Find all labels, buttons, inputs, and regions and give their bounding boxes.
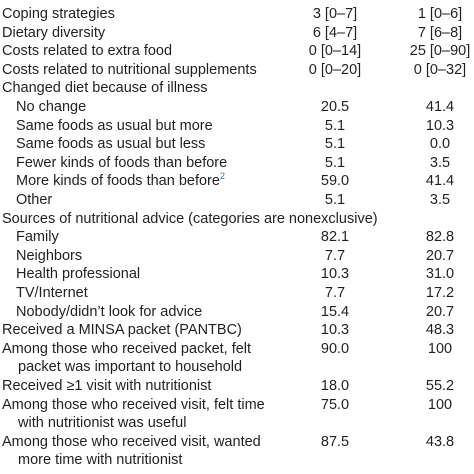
value-cell: 0 [0–14] bbox=[308, 43, 362, 60]
value-cell: 100 bbox=[427, 340, 453, 357]
row-label: Costs related to nutritional supplements bbox=[2, 61, 257, 78]
row-label: with nutritionist was useful bbox=[18, 415, 187, 432]
value-cell: 55.2 bbox=[425, 378, 455, 394]
value-cell: 5.1 bbox=[324, 117, 346, 134]
row-label: Changed diet because of illness bbox=[2, 80, 208, 97]
value-cell: 41.4 bbox=[425, 99, 455, 115]
value-cell: 20.5 bbox=[320, 99, 350, 115]
row-label: Received a MINSA packet (PANTBC) bbox=[2, 322, 242, 339]
value-cell: 10.3 bbox=[320, 322, 350, 339]
value-cell: 1 [0–6] bbox=[417, 6, 463, 22]
value-cell: 0 [0–20] bbox=[308, 61, 362, 78]
value-cell: 41.4 bbox=[425, 173, 455, 190]
row-label: packet was important to household bbox=[18, 359, 243, 376]
row-label: Other bbox=[16, 192, 53, 208]
row-label: Costs related to extra food bbox=[2, 43, 173, 60]
value-cell: 7.7 bbox=[324, 285, 346, 301]
row-label: Sources of nutritional advice (categorie… bbox=[2, 210, 378, 227]
value-cell: 17.2 bbox=[425, 285, 455, 301]
value-cell: 5.1 bbox=[324, 154, 346, 171]
row-label: More kinds of foods than before2 bbox=[16, 171, 225, 190]
value-cell: 31.0 bbox=[425, 266, 455, 283]
value-cell: 87.5 bbox=[320, 433, 350, 450]
value-cell: 10.3 bbox=[320, 266, 350, 283]
value-cell: 100 bbox=[427, 396, 453, 413]
row-label: more time with nutritionist bbox=[18, 452, 183, 469]
row-label: Family bbox=[16, 229, 59, 246]
value-cell: 82.8 bbox=[425, 229, 455, 246]
value-cell: 20.7 bbox=[425, 247, 455, 264]
value-cell: 5.1 bbox=[324, 136, 346, 153]
value-cell: 48.3 bbox=[425, 322, 455, 339]
row-label: Neighbors bbox=[16, 247, 83, 264]
value-cell: 90.0 bbox=[320, 340, 350, 357]
value-cell: 25 [0–90] bbox=[409, 43, 471, 60]
value-cell: 6 [4–7] bbox=[312, 24, 358, 41]
value-cell: 7 [6–8] bbox=[417, 24, 463, 41]
row-label: Dietary diversity bbox=[2, 24, 106, 41]
row-label: Coping strategies bbox=[2, 6, 115, 22]
row-label: Received ≥1 visit with nutritionist bbox=[2, 378, 212, 394]
row-label: Nobody/didn’t look for advice bbox=[16, 303, 203, 320]
footnote-mark: 2 bbox=[219, 171, 225, 182]
row-label: Among those who received packet, felt bbox=[2, 340, 252, 357]
value-cell: 0.0 bbox=[429, 136, 451, 153]
value-cell: 43.8 bbox=[425, 433, 455, 450]
value-cell: 82.1 bbox=[320, 229, 350, 246]
row-label: Among those who received visit, wanted bbox=[2, 433, 261, 450]
row-label: Same foods as usual but more bbox=[16, 117, 213, 134]
value-cell: 15.4 bbox=[320, 303, 350, 320]
row-label: Fewer kinds of foods than before bbox=[16, 154, 228, 171]
value-cell: 20.7 bbox=[425, 303, 455, 320]
row-label: No change bbox=[16, 99, 87, 115]
value-cell: 18.0 bbox=[320, 378, 350, 394]
value-cell: 0 [0–32] bbox=[413, 61, 467, 78]
row-label: Among those who received visit, felt tim… bbox=[2, 396, 265, 413]
value-cell: 3.5 bbox=[429, 154, 451, 171]
value-cell: 3 [0–7] bbox=[312, 6, 358, 22]
value-cell: 3.5 bbox=[429, 192, 451, 208]
value-cell: 10.3 bbox=[425, 117, 455, 134]
value-cell: 59.0 bbox=[320, 173, 350, 190]
value-cell: 75.0 bbox=[320, 396, 350, 413]
value-cell: 5.1 bbox=[324, 192, 346, 208]
value-cell: 7.7 bbox=[324, 247, 346, 264]
row-label: Same foods as usual but less bbox=[16, 136, 206, 153]
row-label: TV/Internet bbox=[16, 285, 88, 301]
row-label: Health professional bbox=[16, 266, 141, 283]
